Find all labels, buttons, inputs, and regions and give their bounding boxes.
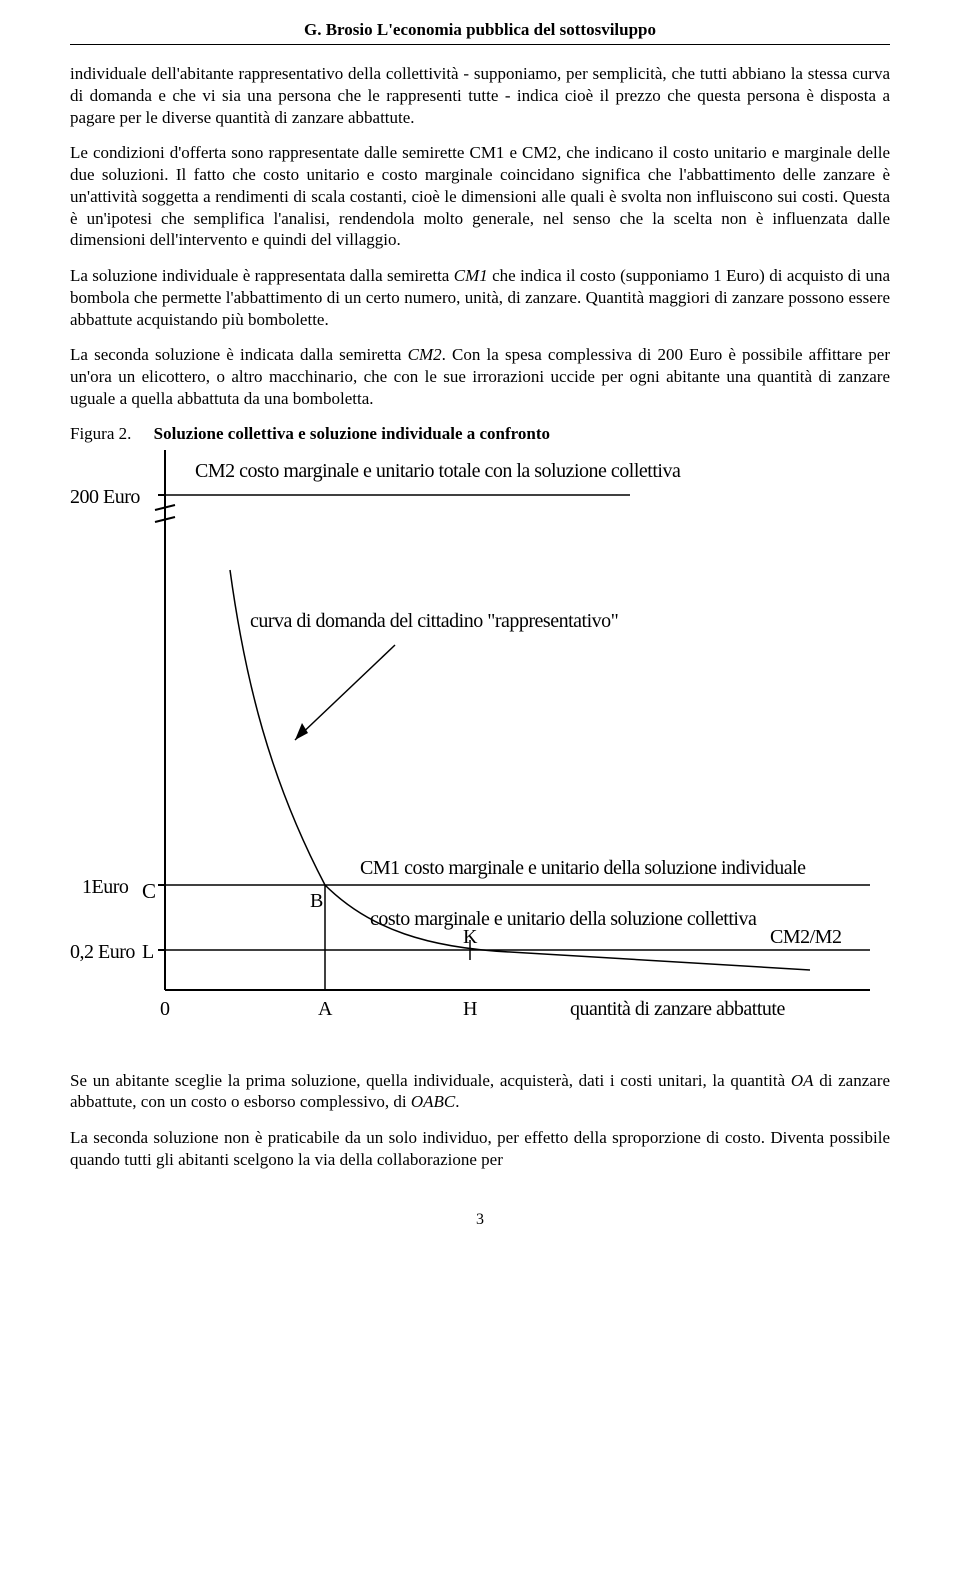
ytick-200: 200 Euro bbox=[70, 486, 140, 508]
paragraph-3-a: La soluzione individuale è rappresentata… bbox=[70, 266, 454, 285]
oabc-ref: OABC bbox=[411, 1092, 455, 1111]
page-number: 3 bbox=[70, 1211, 890, 1229]
paragraph-2: Le condizioni d'offerta sono rappresenta… bbox=[70, 142, 890, 251]
figure-caption: Figura 2. Soluzione collettiva e soluzio… bbox=[70, 424, 890, 444]
paragraph-4-a: La seconda soluzione è indicata dalla se… bbox=[70, 345, 408, 364]
point-C: C bbox=[142, 880, 156, 903]
header-rule bbox=[70, 44, 890, 45]
figure-chart: 200 Euro 1Euro 0,2 Euro 0 A H quantità d… bbox=[70, 450, 890, 1040]
point-K: K bbox=[463, 926, 477, 948]
figure-title: Soluzione collettiva e soluzione individ… bbox=[154, 424, 550, 443]
ytick-02: 0,2 Euro bbox=[70, 941, 135, 963]
point-L: L bbox=[142, 941, 154, 963]
page-container: G. Brosio L'economia pubblica del sottos… bbox=[0, 0, 960, 1269]
xtick-A: A bbox=[318, 998, 332, 1020]
paragraph-6: La seconda soluzione non è praticabile d… bbox=[70, 1127, 890, 1171]
xtick-0: 0 bbox=[160, 998, 170, 1020]
paragraph-1: individuale dell'abitante rappresentativ… bbox=[70, 63, 890, 128]
ytick-1: 1Euro bbox=[82, 876, 128, 898]
paragraph-5-c: . bbox=[455, 1092, 459, 1111]
oa-ref: OA bbox=[791, 1071, 814, 1090]
label-demand-curve: curva di domanda del cittadino "rapprese… bbox=[250, 610, 618, 632]
chart-svg bbox=[70, 450, 890, 1040]
point-B: B bbox=[310, 890, 323, 912]
cm2-ref: CM2 bbox=[408, 345, 442, 364]
paragraph-4: La seconda soluzione è indicata dalla se… bbox=[70, 344, 890, 409]
xtick-H: H bbox=[463, 998, 477, 1020]
paragraph-5: Se un abitante sceglie la prima soluzion… bbox=[70, 1070, 890, 1114]
label-cm2-total: CM2 costo marginale e unitario totale co… bbox=[195, 460, 680, 482]
running-head: G. Brosio L'economia pubblica del sottos… bbox=[70, 20, 890, 40]
label-cm2-per: costo marginale e unitario della soluzio… bbox=[370, 908, 756, 930]
x-axis-label: quantità di zanzare abbattute bbox=[570, 998, 785, 1020]
figure-label: Figura 2. bbox=[70, 424, 131, 443]
paragraph-3: La soluzione individuale è rappresentata… bbox=[70, 265, 890, 330]
paragraph-5-a: Se un abitante sceglie la prima soluzion… bbox=[70, 1071, 791, 1090]
label-cm2m2: CM2/M2 bbox=[770, 926, 841, 948]
cm1-ref: CM1 bbox=[454, 266, 488, 285]
label-cm1: CM1 costo marginale e unitario della sol… bbox=[360, 857, 806, 879]
